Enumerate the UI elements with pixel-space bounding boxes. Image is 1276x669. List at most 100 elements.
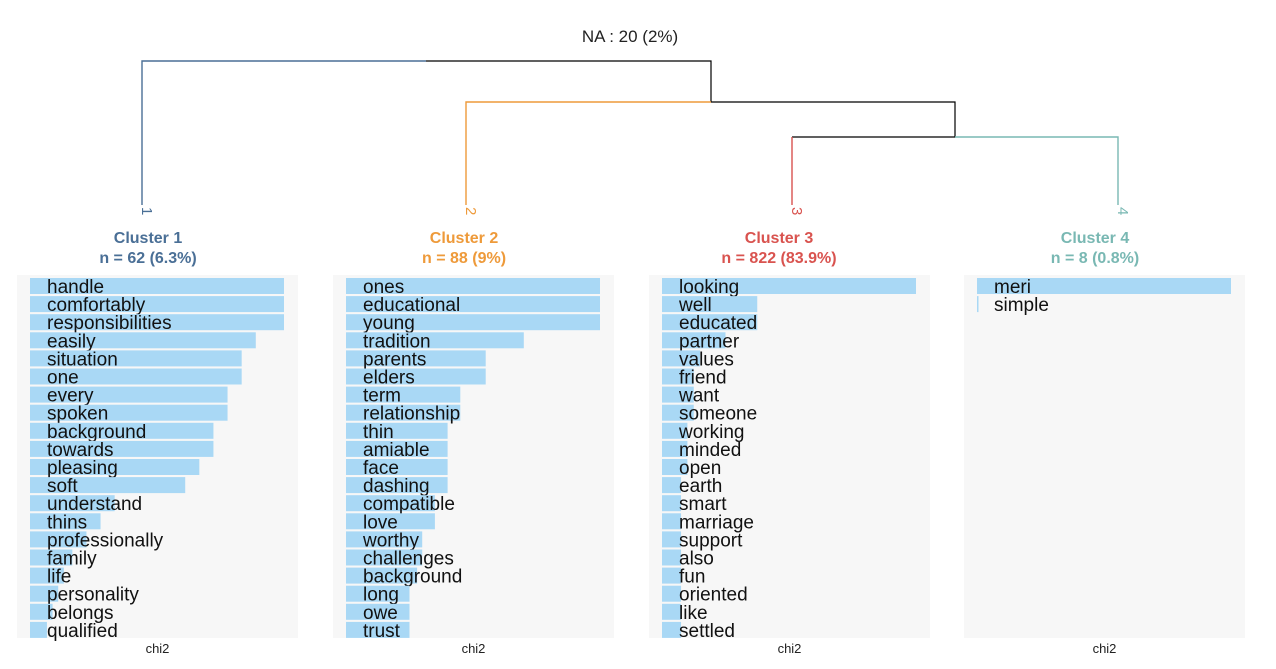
cluster-2-panel: oneseducationalyoungtraditionparentselde… xyxy=(333,275,614,656)
cluster-3-bar-support xyxy=(662,531,682,548)
cluster-2-bar-long xyxy=(346,585,410,602)
cluster-2-bar-owe xyxy=(346,603,410,620)
cluster-3-word-educated: educated xyxy=(679,313,757,334)
cluster-2-bar-term xyxy=(346,386,461,403)
cluster-1-word-responsibilities: responsibilities xyxy=(47,313,172,334)
leaf-label-cluster-2: 2 xyxy=(462,207,479,215)
cluster-3-word-partner: partner xyxy=(679,331,740,352)
cluster-1-bar-soft xyxy=(30,477,186,494)
cluster-4-word-meri: meri xyxy=(994,277,1031,298)
leaf-label-cluster-1: 1 xyxy=(138,207,155,215)
cluster-2-bar-love xyxy=(346,513,435,530)
cluster-2-title: Cluster 2 xyxy=(430,230,499,247)
cluster-1-bar-handle xyxy=(30,278,284,294)
cluster-2-bar-compatible xyxy=(346,495,435,512)
cluster-2-word-thin: thin xyxy=(363,422,394,443)
cluster-1-bar-one xyxy=(30,368,242,385)
cluster-2-word-elders: elders xyxy=(363,368,415,389)
cluster-1-word-life: life xyxy=(47,567,71,588)
cluster-2-word-ones: ones xyxy=(363,277,404,298)
cluster-1-word-professionally: professionally xyxy=(47,530,164,551)
cluster-3-word-support: support xyxy=(679,530,743,551)
cluster-1-word-every: every xyxy=(47,386,94,407)
cluster-2-word-parents: parents xyxy=(363,349,426,370)
cluster-3-bar-looking xyxy=(662,278,916,294)
na-label: NA : 20 (2%) xyxy=(582,27,678,46)
cluster-1-title: Cluster 1 xyxy=(114,230,183,247)
cluster-3-word-open: open xyxy=(679,458,721,479)
cluster-3-bar-also xyxy=(662,549,682,566)
cluster-2-bar-amiable xyxy=(346,440,448,457)
cluster-1-bar-situation xyxy=(30,350,242,367)
cluster-2-word-amiable: amiable xyxy=(363,440,430,461)
dendrogram-link-right xyxy=(711,101,956,138)
cluster-1-bar-family xyxy=(30,549,73,566)
cluster-1-bar-qualified xyxy=(30,621,47,638)
cluster-2-bar-relationship xyxy=(346,404,461,421)
cluster-1-word-soft: soft xyxy=(47,476,78,497)
cluster-3-word-marriage: marriage xyxy=(679,512,754,533)
cluster-1-word-situation: situation xyxy=(47,349,118,370)
cluster-3-word-someone: someone xyxy=(679,404,757,425)
cluster-1-word-background: background xyxy=(47,422,146,443)
cluster-1-bar-pleasing xyxy=(30,459,200,475)
cluster-2-bar-young xyxy=(346,314,600,331)
cluster-1-panel: handlecomfortablyresponsibilitieseasilys… xyxy=(17,275,298,656)
dendrogram xyxy=(141,60,1119,205)
cluster-1-bar-thins xyxy=(30,513,101,530)
cluster-2-word-worthy: worthy xyxy=(362,530,419,551)
cluster-3-word-values: values xyxy=(679,349,734,370)
cluster-2-word-compatible: compatible xyxy=(363,494,455,515)
cluster-4-axis-label: chi2 xyxy=(1093,641,1117,656)
cluster-3-bar-oriented xyxy=(662,585,682,602)
cluster-2-word-educational: educational xyxy=(363,295,460,316)
cluster-3-word-earth: earth xyxy=(679,476,722,497)
cluster-1-bar-responsibilities xyxy=(30,314,284,331)
cluster-3-bar-values xyxy=(662,350,701,367)
cluster-3-word-also: also xyxy=(679,549,714,570)
cluster-1-subtitle: n = 62 (6.3%) xyxy=(99,250,196,267)
dendrogram-branch-cluster-1 xyxy=(141,60,426,205)
cluster-1-word-thins: thins xyxy=(47,512,87,533)
cluster-1-bar-understand xyxy=(30,495,115,512)
cluster-3-bar-marriage xyxy=(662,513,682,530)
cluster-4-subtitle: n = 8 (0.8%) xyxy=(1051,250,1139,267)
cluster-1-bar-background xyxy=(30,422,214,439)
cluster-1-bar-towards xyxy=(30,440,214,457)
dendrogram-branch-cluster-4 xyxy=(955,136,1119,205)
cluster-4-bar-simple xyxy=(977,296,979,313)
cluster-3-word-smart: smart xyxy=(679,494,727,515)
dendrogram-link-root xyxy=(426,60,712,102)
cluster-3-axis-label: chi2 xyxy=(778,641,802,656)
cluster-3-word-looking: looking xyxy=(679,277,739,298)
cluster-1-word-pleasing: pleasing xyxy=(47,458,118,479)
cluster-2-word-background: background xyxy=(363,567,462,588)
cluster-1-word-towards: towards xyxy=(47,440,114,461)
cluster-1-word-family: family xyxy=(47,549,97,570)
cluster-2-bar-elders xyxy=(346,368,486,385)
cluster-titles: Cluster 1 n = 62 (6.3%) Cluster 2 n = 88… xyxy=(99,230,1139,267)
cluster-3-bar-earth xyxy=(662,477,682,494)
cluster-1-word-spoken: spoken xyxy=(47,404,108,425)
cluster-3-bar-someone xyxy=(662,404,694,421)
cluster-1-word-handle: handle xyxy=(47,277,104,298)
cluster-3-word-want: want xyxy=(678,386,720,407)
cluster-2-bar-educational xyxy=(346,296,600,313)
cluster-3-word-fun: fun xyxy=(679,567,705,588)
cluster-2-bar-thin xyxy=(346,422,448,439)
cluster-1-word-one: one xyxy=(47,368,79,389)
cluster-3-word-like: like xyxy=(679,603,708,624)
cluster-3-word-friend: friend xyxy=(679,368,727,389)
cluster-2-bar-dashing xyxy=(346,477,448,494)
cluster-2-bar-tradition xyxy=(346,332,524,349)
cluster-1-bar-professionally xyxy=(30,531,87,548)
cluster-3-bar-want xyxy=(662,386,694,403)
dendrogram-branch-cluster-2 xyxy=(465,101,711,205)
cluster-1-word-belongs: belongs xyxy=(47,603,114,624)
cluster-3-word-minded: minded xyxy=(679,440,741,461)
cluster-3-bar-like xyxy=(662,603,682,620)
cluster-1-axis-label: chi2 xyxy=(146,641,170,656)
cluster-2-word-term: term xyxy=(363,386,401,407)
